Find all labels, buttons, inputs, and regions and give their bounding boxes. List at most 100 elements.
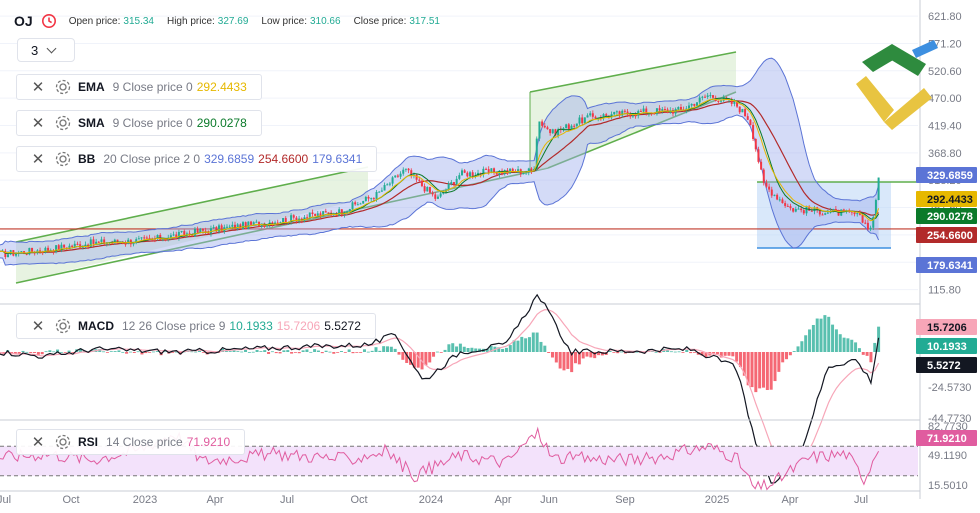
macd-histogram-bar: [669, 351, 673, 353]
candle-body: [404, 168, 407, 170]
candle-body: [143, 237, 146, 239]
candle-body: [164, 239, 167, 241]
candle-body: [68, 245, 71, 249]
candle-body: [364, 196, 367, 202]
close-icon[interactable]: ✕: [31, 434, 45, 451]
candle-body: [183, 231, 186, 236]
macd-histogram-bar: [761, 352, 765, 388]
macd-histogram-bar: [343, 352, 347, 353]
close-icon[interactable]: ✕: [31, 151, 45, 168]
macd-histogram-bar: [178, 352, 182, 355]
x-tick-label: Oct: [350, 494, 367, 506]
indicator-bb[interactable]: ✕ BB 20 Close price 2 0 329.6859 254.660…: [16, 146, 378, 172]
candle-body: [92, 239, 95, 244]
candle-body: [255, 221, 258, 223]
macd-histogram-bar: [811, 324, 815, 352]
macd-label-bg: [916, 338, 977, 354]
gear-icon[interactable]: [53, 316, 73, 336]
indicator-params: 14 Close price: [106, 435, 183, 449]
macd-histogram-bar: [382, 346, 386, 352]
indicator-rsi[interactable]: ✕ RSI 14 Close price 71.9210: [16, 429, 246, 455]
candle-body: [583, 117, 586, 124]
macd-histogram-bar: [13, 352, 17, 355]
x-tick-label: Jun: [540, 494, 558, 506]
macd-histogram-bar: [424, 352, 428, 366]
candle-body: [73, 243, 76, 247]
candle-body: [391, 177, 394, 184]
candle-body: [599, 117, 602, 119]
close-icon[interactable]: ✕: [31, 115, 45, 132]
macd-histogram-bar: [796, 346, 800, 352]
candle-body: [872, 217, 875, 228]
candle-body: [282, 218, 285, 223]
candle-body: [733, 101, 736, 104]
indicator-sma[interactable]: ✕ SMA 9 Close price 0 290.0278: [16, 110, 262, 136]
candle-body: [690, 103, 693, 106]
y-tick-label: 368.80: [928, 148, 962, 160]
macd-histogram-bar: [547, 352, 551, 353]
macd-histogram-bar: [174, 351, 178, 353]
indicator-macd[interactable]: ✕ MACD 12 26 Close price 9 10.1933 15.72…: [16, 313, 376, 339]
candle-body: [455, 178, 458, 185]
candle-body: [578, 117, 581, 124]
indicator-value: 71.9210: [186, 435, 231, 449]
candle-body: [874, 200, 877, 218]
candle-body: [736, 101, 739, 107]
candle-body: [60, 244, 63, 251]
close-icon[interactable]: ✕: [31, 79, 45, 96]
macd-histogram-bar: [29, 352, 33, 353]
macd-histogram-bar: [834, 329, 838, 352]
candle-body: [362, 201, 365, 204]
candle-body: [696, 102, 699, 106]
candle-body: [135, 239, 138, 244]
macd-histogram-bar: [620, 351, 624, 353]
macd-histogram-bar: [316, 350, 320, 352]
timeframe-select[interactable]: 3: [17, 38, 75, 62]
macd-histogram-bar: [447, 344, 451, 352]
macd-histogram-bar: [228, 351, 232, 352]
candle-body: [471, 172, 474, 176]
macd-histogram-bar: [758, 352, 762, 389]
macd-histogram-bar: [405, 352, 409, 363]
macd-histogram-bar: [412, 352, 416, 368]
macd-histogram-bar: [685, 349, 689, 352]
x-tick-label: Sep: [615, 494, 635, 506]
macd-histogram-bar: [263, 350, 267, 352]
candle-body: [193, 229, 196, 237]
macd-histogram-bar: [723, 352, 727, 356]
candle-body: [629, 114, 632, 117]
macd-histogram-bar: [255, 349, 259, 352]
macd-histogram-bar: [831, 324, 835, 352]
macd-histogram-bar: [838, 334, 842, 352]
candle-body: [442, 192, 445, 194]
candle-body: [709, 95, 712, 97]
macd-histogram-bar: [504, 347, 508, 352]
candle-body: [655, 108, 658, 115]
candle-body: [658, 108, 661, 111]
macd-histogram-bar: [850, 339, 854, 352]
macd-histogram-bar: [278, 352, 282, 354]
clock-icon[interactable]: [41, 13, 57, 29]
gear-icon[interactable]: [53, 113, 73, 133]
candle-body: [712, 95, 715, 98]
gear-icon[interactable]: [53, 149, 73, 169]
gear-icon[interactable]: [53, 77, 73, 97]
macd-histogram-bar: [439, 352, 443, 353]
macd-histogram-bar: [719, 352, 723, 358]
macd-histogram-bar: [873, 342, 877, 352]
bb-lower-value: 179.6341: [312, 152, 363, 166]
gear-icon[interactable]: [53, 432, 73, 452]
candle-body: [20, 251, 23, 253]
ema-line: [0, 98, 880, 254]
candle-body: [396, 175, 399, 177]
bb-upper-line: [0, 57, 880, 246]
macd-tick-label: -24.5730: [928, 382, 971, 394]
macd-histogram-bar: [328, 351, 332, 353]
candle-body: [295, 217, 298, 222]
macd-histogram-bar: [608, 350, 612, 352]
candle-body: [877, 177, 880, 201]
close-icon[interactable]: ✕: [31, 318, 45, 335]
macd-histogram-bar: [804, 335, 808, 352]
indicator-ema[interactable]: ✕ EMA 9 Close price 0 292.4433: [16, 74, 262, 100]
